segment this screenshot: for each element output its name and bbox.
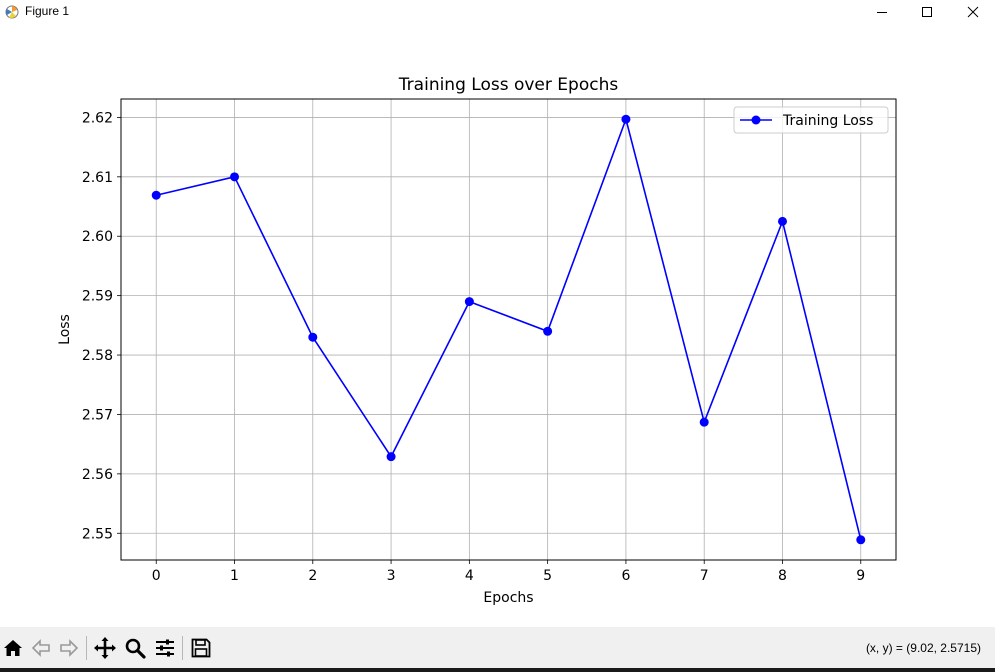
x-tick-label: 5 xyxy=(543,568,552,584)
data-point xyxy=(151,190,161,200)
zoom-icon xyxy=(125,638,146,659)
series-layer xyxy=(151,114,866,545)
home-button[interactable] xyxy=(0,635,26,661)
y-tick-label: 2.58 xyxy=(82,348,113,364)
x-tick-label: 1 xyxy=(230,568,239,584)
line-chart: 0 1 2 3 4 5 6 7 8 9 2.55 2.56 2.57 2.58 2.59 2.60 2.61 2.… xyxy=(57,75,897,606)
x-tick-label: 4 xyxy=(465,568,474,584)
bottom-strip xyxy=(0,668,995,672)
y-tick-label: 2.55 xyxy=(82,526,113,542)
y-tick-label: 2.56 xyxy=(82,467,113,483)
data-point xyxy=(308,332,318,342)
y-tick-label: 2.60 xyxy=(82,229,113,245)
x-tick-label: 2 xyxy=(308,568,317,584)
minimize-icon xyxy=(877,12,887,13)
legend: Training Loss xyxy=(733,106,889,134)
y-tick-label: 2.62 xyxy=(82,110,113,126)
data-point xyxy=(464,297,474,307)
back-button[interactable] xyxy=(28,635,54,661)
configure-subplots-button[interactable] xyxy=(152,635,178,661)
zoom-button[interactable] xyxy=(122,635,148,661)
x-axis-label: Epochs xyxy=(483,590,533,606)
grid-lines xyxy=(121,99,896,560)
window-title: Figure 1 xyxy=(25,4,70,18)
y-tick-label: 2.59 xyxy=(82,289,113,305)
x-tick-label: 7 xyxy=(700,568,709,584)
forward-button[interactable] xyxy=(56,635,82,661)
home-icon xyxy=(4,640,22,656)
toolbar-separator xyxy=(182,636,183,660)
axis-ticks: 0 1 2 3 4 5 6 7 8 9 2.55 2.56 2.57 2.58 2.59 2.60 2.61 2.… xyxy=(82,110,865,584)
navigation-toolbar: (x, y) = (9.02, 2.5715) xyxy=(0,627,995,668)
y-tick-label: 2.57 xyxy=(82,407,113,423)
legend-box xyxy=(733,106,889,134)
cursor-coordinates: (x, y) = (9.02, 2.5715) xyxy=(865,641,981,655)
forward-icon xyxy=(60,639,79,657)
y-tick-label: 2.61 xyxy=(82,170,113,186)
figure-canvas[interactable]: 0 1 2 3 4 5 6 7 8 9 2.55 2.56 2.57 2.58 2.59 2.60 2.61 2.… xyxy=(0,24,995,627)
axes-frame xyxy=(120,98,897,561)
series-line xyxy=(156,116,862,540)
data-point xyxy=(621,114,631,124)
chart-title: Training Loss over Epochs xyxy=(398,75,619,95)
x-tick-label: 8 xyxy=(778,568,787,584)
maximize-icon xyxy=(922,7,932,17)
legend-label: Training Loss xyxy=(782,113,873,129)
x-tick-label: 3 xyxy=(387,568,396,584)
window-titlebar: Figure 1 xyxy=(0,0,995,24)
toolbar-separator xyxy=(86,636,87,660)
data-point xyxy=(777,216,787,226)
pan-button[interactable] xyxy=(92,635,118,661)
data-point xyxy=(543,326,553,336)
configure-subplots-icon xyxy=(156,639,174,657)
data-point xyxy=(699,417,709,427)
close-icon xyxy=(967,6,979,18)
maximize-button[interactable] xyxy=(904,0,950,24)
save-button[interactable] xyxy=(188,635,214,661)
minimize-button[interactable] xyxy=(859,0,905,24)
save-icon xyxy=(191,638,211,658)
back-icon xyxy=(31,639,50,657)
data-point xyxy=(386,452,396,462)
data-point xyxy=(230,172,240,182)
x-tick-label: 6 xyxy=(621,568,630,584)
data-point xyxy=(856,535,866,545)
y-axis-label: Loss xyxy=(57,314,73,345)
matplotlib-figure-icon xyxy=(4,4,20,20)
x-tick-label: 9 xyxy=(856,568,865,584)
pan-icon xyxy=(94,637,116,659)
legend-marker xyxy=(751,115,761,125)
x-tick-label: 0 xyxy=(152,568,161,584)
close-button[interactable] xyxy=(950,0,995,24)
